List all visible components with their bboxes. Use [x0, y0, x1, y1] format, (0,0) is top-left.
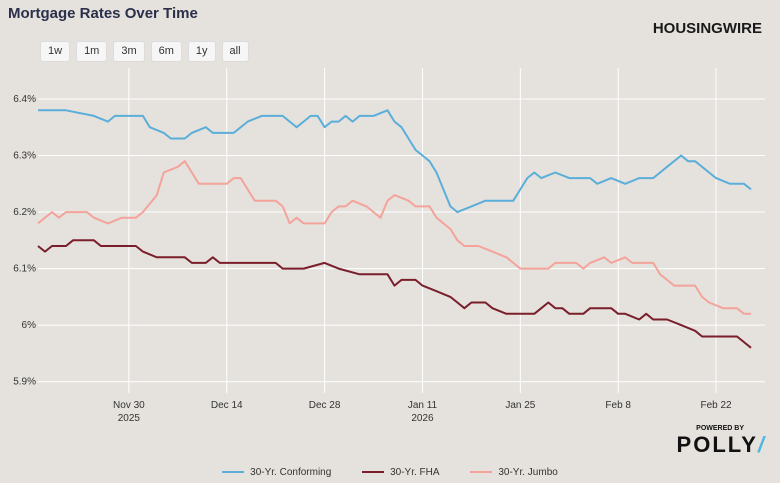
polly-logo-text: POLLY [676, 432, 758, 457]
x-tick-label: Jan 11 [408, 400, 438, 411]
legend-swatch-conforming [222, 471, 245, 473]
x-tick-label: Nov 30 [113, 400, 145, 411]
range-button-6m[interactable]: 6m [150, 41, 182, 62]
range-button-1m[interactable]: 1m [76, 41, 108, 62]
y-tick-label: 6.2% [13, 207, 36, 218]
range-button-1w[interactable]: 1w [40, 41, 71, 62]
series-line-conforming [38, 109, 752, 214]
y-tick-label: 6.1% [13, 264, 36, 275]
legend-swatch-fha [362, 471, 385, 473]
series-line-fha [37, 239, 752, 349]
legend-swatch-jumbo [470, 471, 493, 473]
legend-item-jumbo[interactable]: 30-Yr. Jumbo [470, 466, 558, 478]
powered-by-polly: POWERED BY POLLY/ [677, 425, 766, 458]
x-tick-label: Feb 8 [605, 400, 631, 411]
x-tick-label: Dec 14 [211, 400, 243, 411]
legend: 30-Yr. Conforming 30-Yr. FHA 30-Yr. Jumb… [0, 465, 780, 478]
series-line-jumbo [37, 160, 751, 315]
x-tick-year-label: 2025 [118, 413, 141, 424]
housingwire-logo: HOUSINGWIRE [652, 20, 762, 37]
y-tick-label: 6.4% [13, 94, 36, 105]
legend-item-conforming[interactable]: 30-Yr. Conforming [222, 467, 331, 478]
powered-by-label: POWERED BY [696, 425, 744, 432]
x-tick-year-label: 2026 [411, 413, 434, 424]
legend-label-fha: 30-Yr. FHA [390, 466, 440, 478]
y-tick-label: 6% [22, 320, 37, 331]
range-selector: 1w 1m 3m 6m 1y all [40, 41, 249, 62]
x-tick-label: Jan 25 [505, 400, 535, 411]
legend-label-jumbo: 30-Yr. Jumbo [498, 466, 558, 478]
chart-title: Mortgage Rates Over Time [8, 5, 198, 22]
range-button-1y[interactable]: 1y [187, 41, 216, 62]
range-button-all[interactable]: all [221, 41, 249, 62]
range-button-3m[interactable]: 3m [113, 41, 145, 62]
x-tick-label: Feb 22 [700, 400, 732, 411]
x-tick-label: Dec 28 [309, 400, 341, 411]
polly-slash: / [757, 432, 766, 457]
legend-label-conforming: 30-Yr. Conforming [250, 466, 332, 478]
polly-logo: POLLY/ [677, 432, 766, 458]
y-tick-label: 6.3% [13, 151, 36, 162]
y-tick-label: 5.9% [13, 377, 36, 388]
legend-item-fha[interactable]: 30-Yr. FHA [362, 466, 440, 478]
